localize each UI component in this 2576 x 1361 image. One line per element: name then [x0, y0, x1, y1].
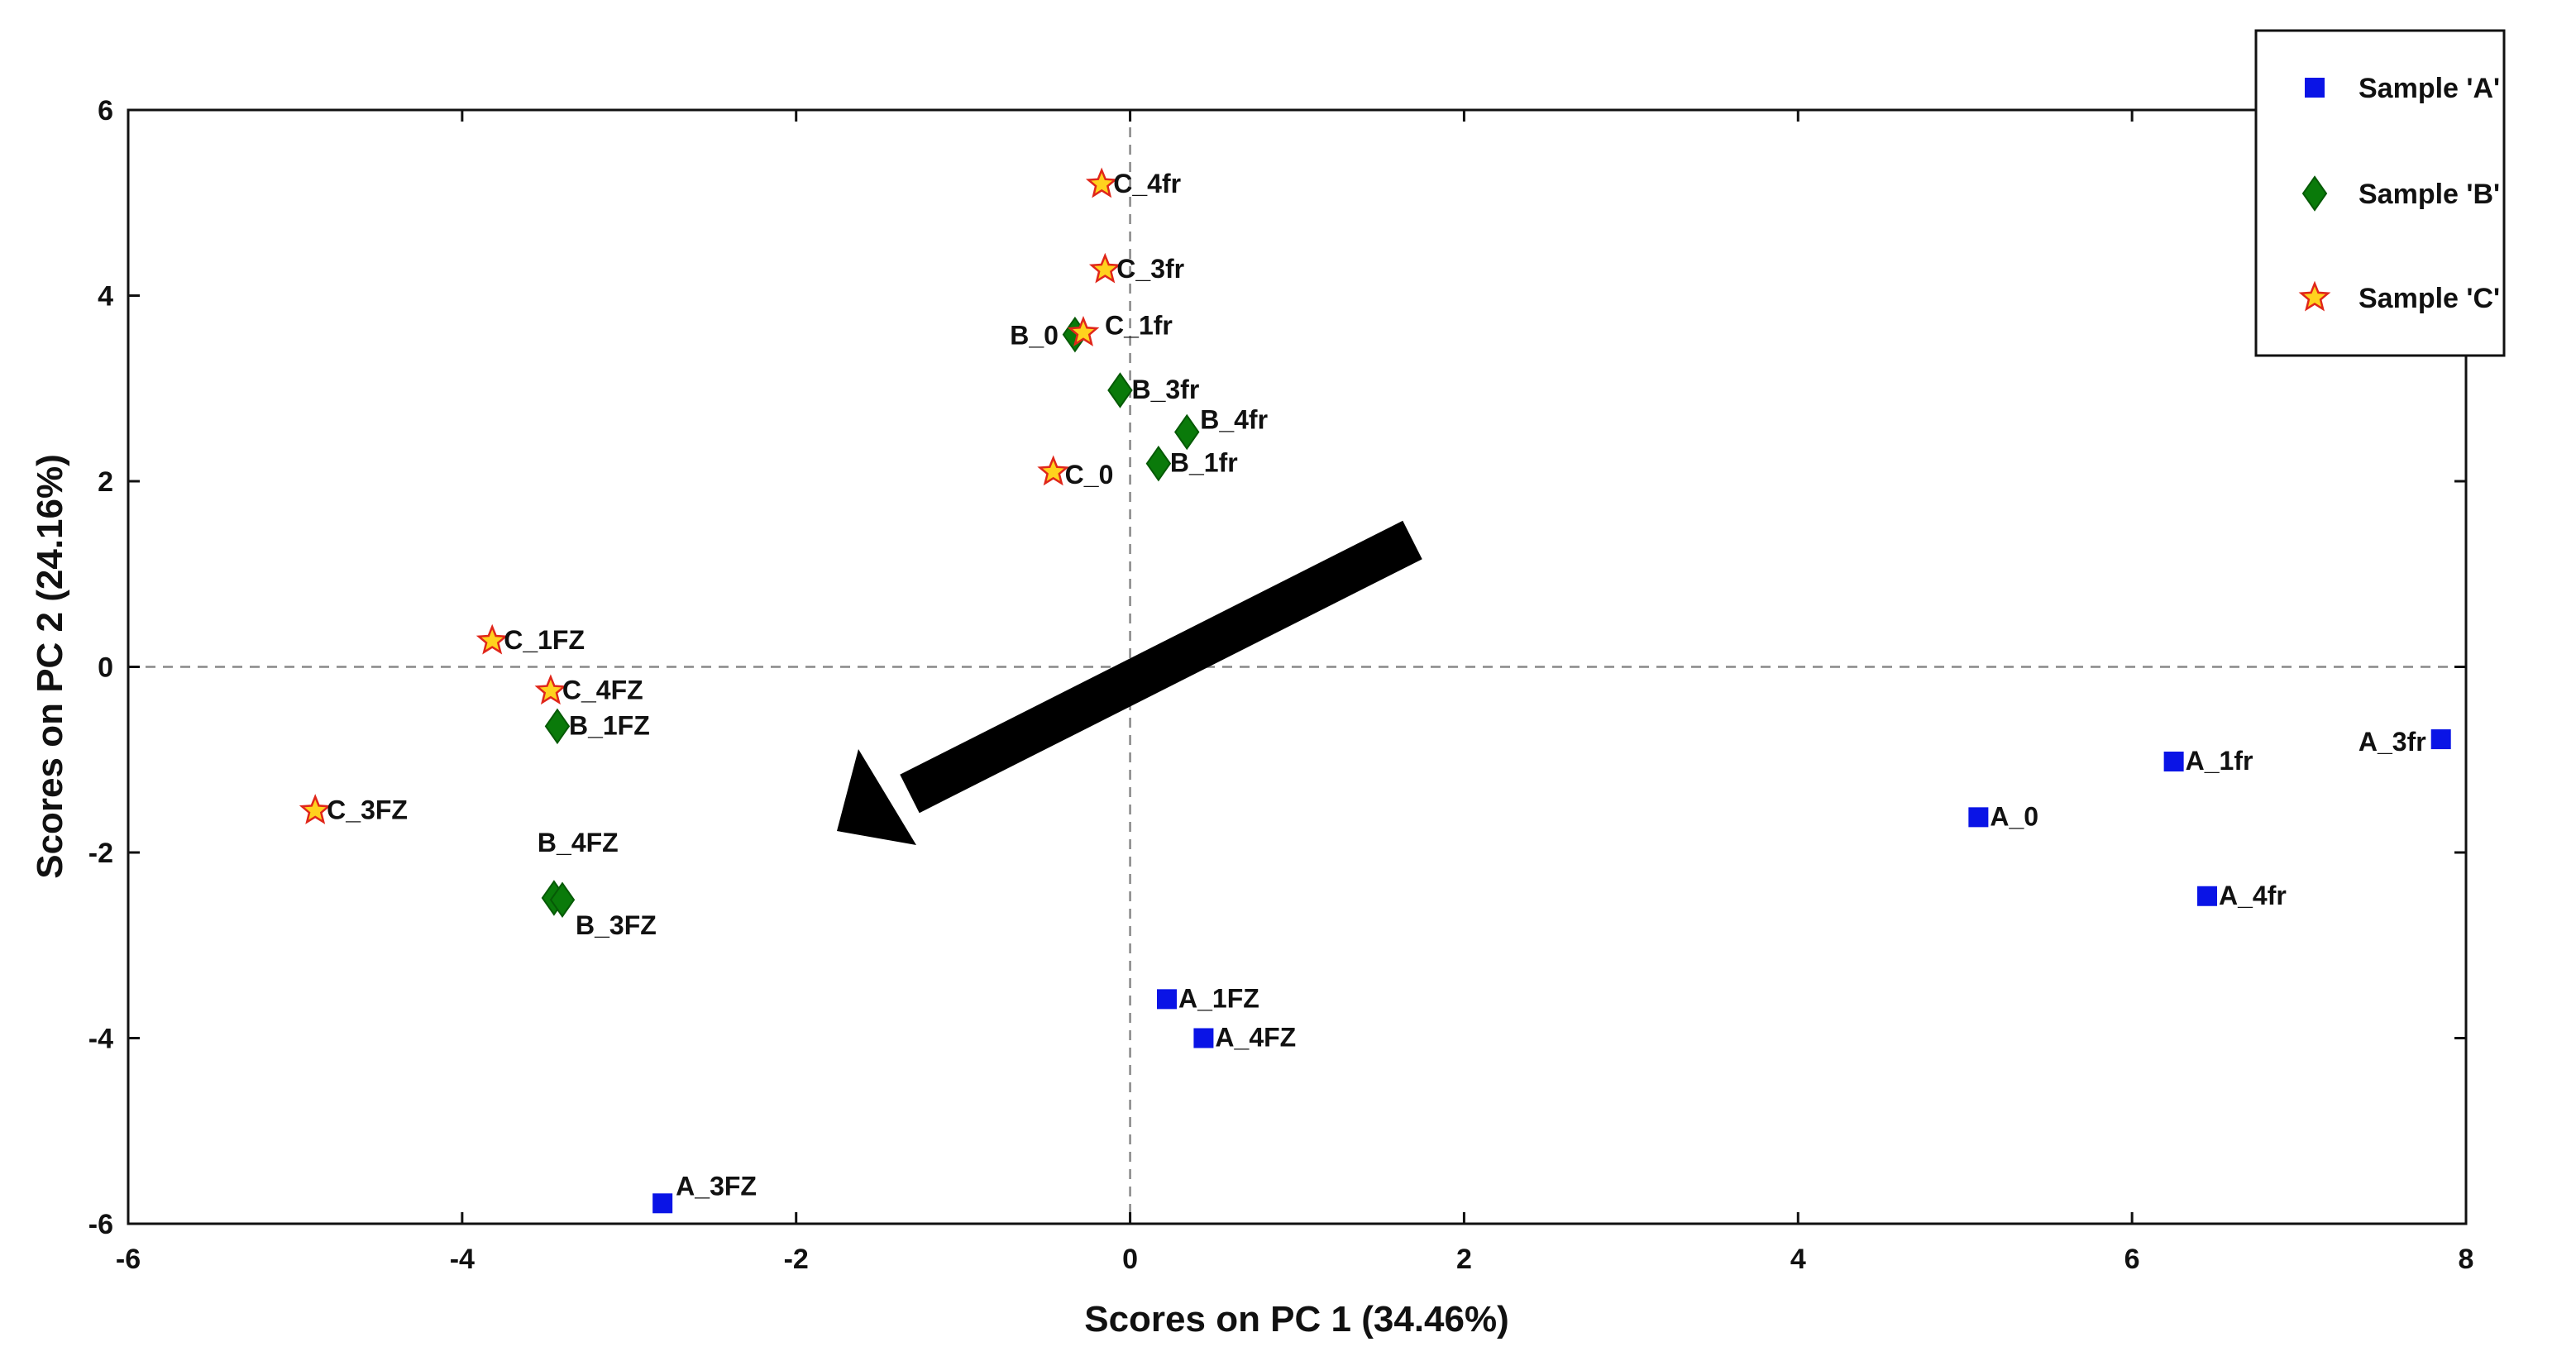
point-C_4fr: [1085, 167, 1118, 198]
x-tick-label: -6: [116, 1244, 141, 1275]
x-tick-label: 8: [2459, 1244, 2474, 1275]
point-B_1fr: [1145, 445, 1172, 482]
point-label-A_4fr: A_4fr: [2219, 881, 2287, 910]
point-label-C_0: C_0: [1065, 460, 1114, 489]
point-label-A_1fr: A_1fr: [2186, 746, 2253, 776]
legend-square-icon: [2305, 78, 2325, 98]
point-A_3FZ: [652, 1193, 673, 1214]
x-tick-label: -2: [784, 1244, 809, 1275]
x-tick-label: 4: [1790, 1244, 1806, 1275]
point-label-A_4FZ: A_4FZ: [1215, 1023, 1296, 1053]
point-label-B_3FZ: B_3FZ: [576, 910, 657, 940]
x-tick-label: 0: [1122, 1244, 1138, 1275]
point-label-C_3fr: C_3fr: [1116, 254, 1184, 284]
y-tick-label: 0: [98, 652, 113, 684]
y-tick-label: 2: [98, 466, 113, 498]
data-points: A_0 A_1fr A_3fr A_4fr A_1FZ A_4FZ A_3FZ B_0 B_3f…: [299, 167, 2451, 1214]
x-tick-label: 6: [2124, 1244, 2140, 1275]
point-label-A_1FZ: A_1FZ: [1178, 983, 1259, 1013]
point-label-A_3fr: A_3fr: [2359, 727, 2426, 757]
point-label-A_3FZ: A_3FZ: [676, 1171, 757, 1201]
point-B_3FZ: [549, 881, 576, 918]
point-B_4fr: [1174, 413, 1200, 451]
point-A_4FZ: [1193, 1028, 1214, 1048]
legend-box: [2254, 29, 2506, 357]
y-tick-label: -2: [88, 838, 113, 869]
point-label-B_0: B_0: [1010, 321, 1059, 351]
y-tick-label: 6: [98, 95, 113, 127]
point-label-B_1FZ: B_1FZ: [569, 710, 650, 740]
point-label-A_0: A_0: [1990, 801, 2038, 831]
x-tick-label: 2: [1456, 1244, 1472, 1275]
arrow-head: [837, 749, 916, 845]
point-A_4fr: [2197, 886, 2218, 906]
point-label-C_4FZ: C_4FZ: [562, 676, 643, 705]
point-C_0: [1037, 455, 1070, 486]
legend-label-c: Sample 'C': [2359, 283, 2500, 314]
point-label-B_4fr: B_4fr: [1200, 405, 1268, 435]
point-label-B_4FZ: B_4FZ: [538, 828, 619, 857]
y-tick-label: 4: [98, 281, 113, 313]
point-C_3FZ: [299, 794, 332, 824]
direction-arrow: [837, 520, 1422, 845]
arrow-shaft: [900, 520, 1422, 814]
point-A_0: [1968, 807, 1989, 828]
point-label-C_1fr: C_1fr: [1105, 310, 1173, 340]
y-tick-label: -6: [88, 1209, 113, 1240]
x-axis-label: Scores on PC 1 (34.46%): [1084, 1299, 1509, 1340]
x-tick-label: -4: [450, 1244, 475, 1275]
legend-diamond-icon: [2301, 175, 2328, 212]
point-label-B_3fr: B_3fr: [1131, 375, 1199, 404]
legend-label-b: Sample 'B': [2359, 179, 2500, 210]
point-label-C_1FZ: C_1FZ: [504, 625, 585, 655]
point-C_3fr: [1088, 252, 1121, 284]
point-label-B_1fr: B_1fr: [1170, 448, 1238, 478]
point-C_4FZ: [534, 674, 567, 705]
point-B_3fr: [1107, 372, 1133, 408]
point-label-C_4fr: C_4fr: [1113, 169, 1181, 198]
axis-ticks: -6 -4 -2 0 2 4 6 8 -6 -4 -2 0 2 4 6: [88, 95, 2474, 1275]
y-tick-label: -4: [88, 1024, 113, 1055]
point-label-C_3FZ: C_3FZ: [327, 795, 408, 824]
y-axis-label: Scores on PC 2 (24.16%): [30, 454, 70, 879]
point-B_1FZ: [544, 708, 571, 745]
point-A_1FZ: [1156, 989, 1177, 1010]
point-C_1fr: [1067, 316, 1100, 346]
legend-label-a: Sample 'A': [2359, 73, 2500, 104]
point-C_1FZ: [476, 623, 509, 655]
point-A_3fr: [2430, 729, 2451, 750]
point-A_1fr: [2163, 751, 2184, 771]
legend: Sample 'A' Sample 'B' Sample 'C': [2254, 29, 2506, 357]
legend-star-icon: [2298, 280, 2331, 312]
